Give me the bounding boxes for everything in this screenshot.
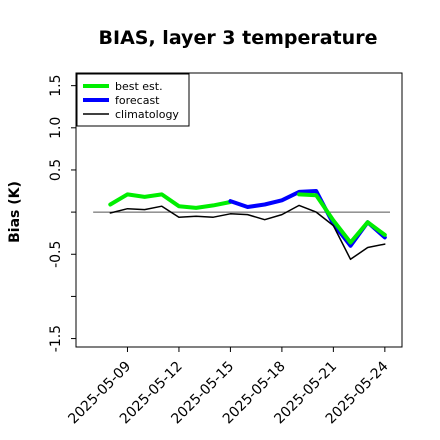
y-tick-label: 1.5 bbox=[48, 75, 64, 97]
legend-label: climatology bbox=[115, 108, 179, 121]
plot-frame bbox=[75, 72, 403, 348]
series-line bbox=[297, 192, 387, 245]
series-line bbox=[109, 204, 386, 261]
y-tick-label: -0.5 bbox=[48, 241, 64, 268]
series-line bbox=[108, 192, 233, 210]
legend-label: forecast bbox=[115, 94, 160, 107]
y-tick-label: 0.5 bbox=[48, 159, 64, 181]
y-axis-label: Bias (K) bbox=[7, 181, 23, 243]
chart-title: BIAS, layer 3 temperature bbox=[99, 27, 378, 49]
y-tick-label: 1.0 bbox=[48, 117, 64, 139]
y-tick-label: -1.5 bbox=[48, 325, 64, 352]
legend-label: best est. bbox=[115, 80, 163, 93]
